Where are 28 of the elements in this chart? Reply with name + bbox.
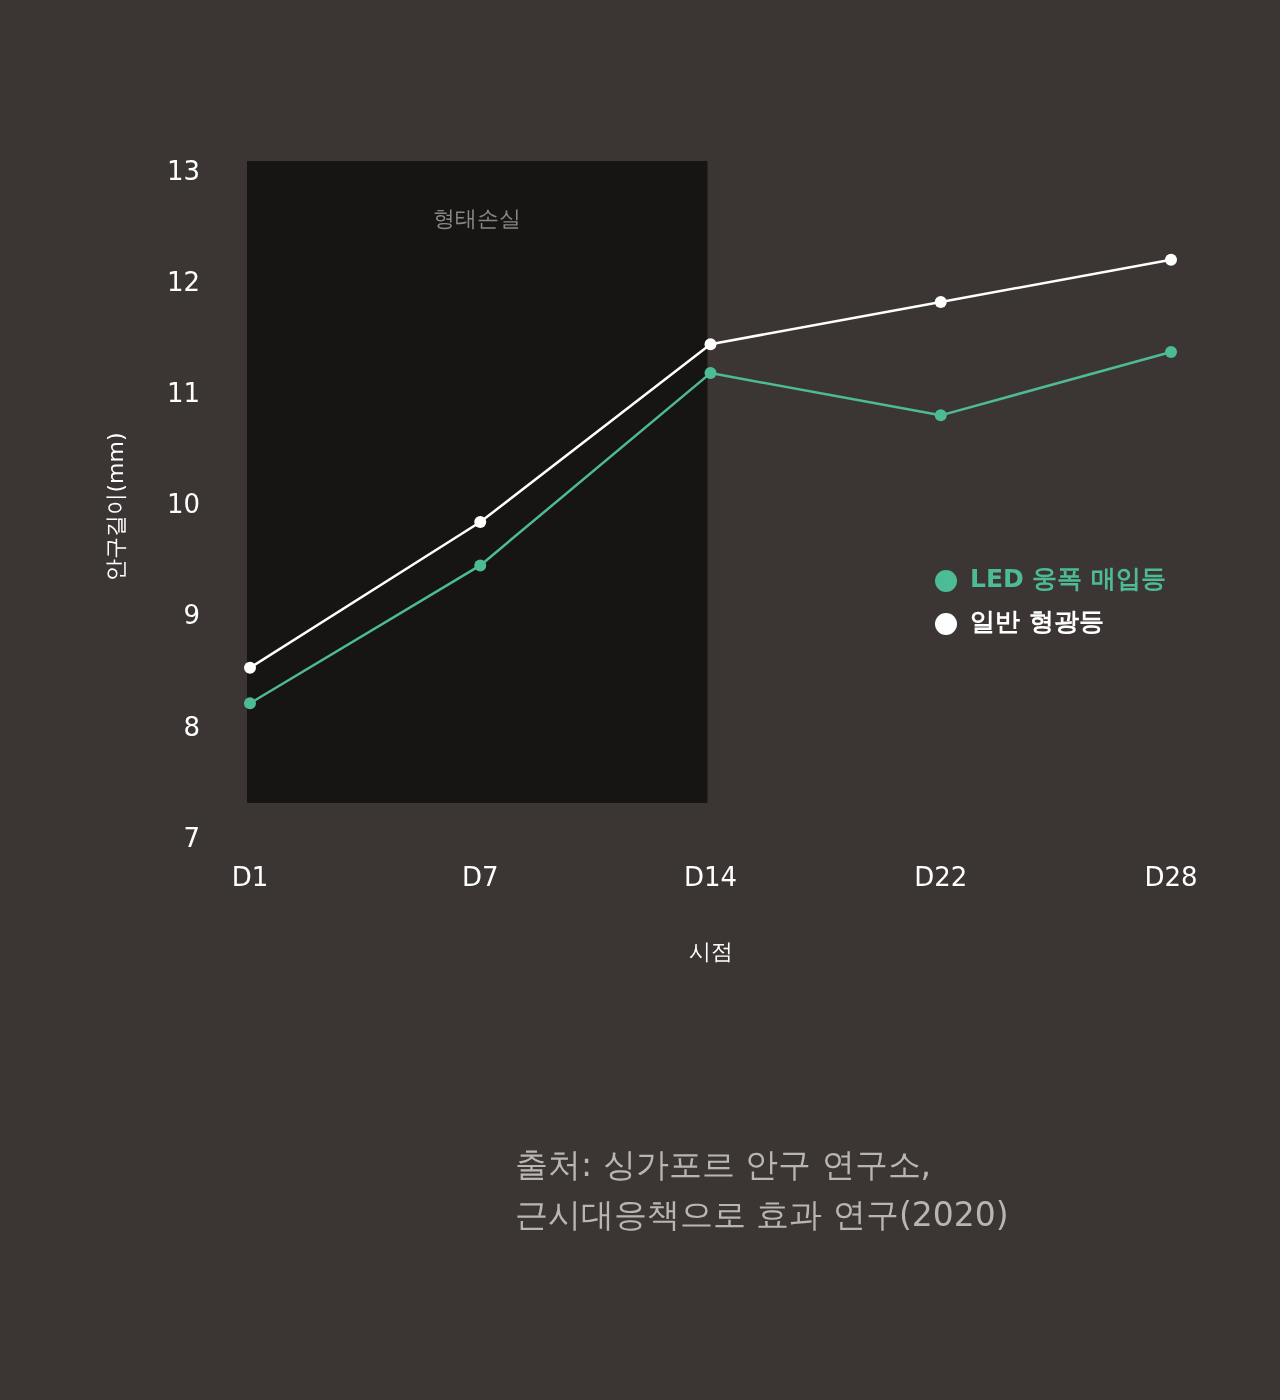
y-tick-label: 7 — [183, 822, 200, 853]
x-tick-label: D1 — [231, 862, 269, 893]
x-tick-label: D14 — [683, 862, 738, 893]
y-tick-label: 10 — [166, 489, 200, 520]
y-tick-label: 13 — [166, 155, 200, 186]
x-tick-label: D28 — [1144, 862, 1198, 893]
point — [934, 409, 947, 422]
x-tick-label: D7 — [461, 862, 499, 893]
point — [704, 338, 717, 351]
point — [1165, 253, 1177, 266]
point — [244, 661, 256, 674]
x-axis-title: 시점 — [688, 938, 733, 964]
y-axis-title: 안구길이(mm) — [102, 432, 128, 581]
point — [934, 295, 947, 308]
y-tick-label: 11 — [166, 378, 200, 409]
source-note: 출처: 싱가포르 안구 연구소, 근시대응책으로 효과 연구(2020) — [515, 1144, 1009, 1236]
point — [474, 516, 487, 529]
legend-label: LED 웅폭 매입등 — [970, 563, 1167, 593]
y-tick-label: 9 — [183, 600, 200, 631]
band-label: 형태손실 — [433, 205, 522, 231]
point — [1165, 345, 1177, 358]
y-tick-label: 12 — [166, 266, 200, 297]
legend-label: 일반 형광등 — [970, 606, 1104, 636]
point — [474, 559, 487, 572]
y-tick-label: 8 — [183, 711, 200, 742]
point — [704, 367, 717, 380]
x-tick-label: D22 — [914, 862, 968, 893]
point — [244, 697, 256, 710]
